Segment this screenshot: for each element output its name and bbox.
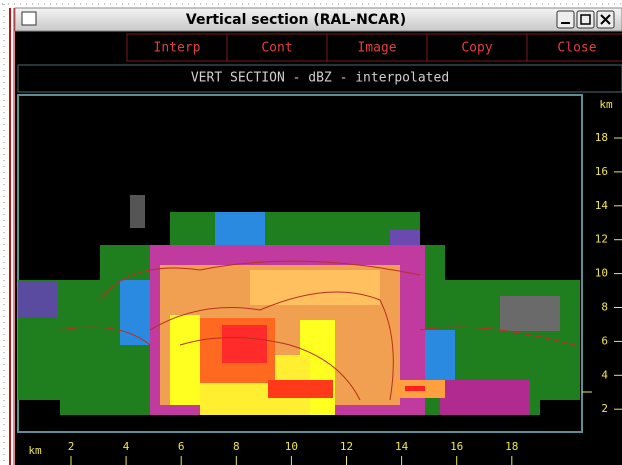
button-label[interactable]: Interp: [154, 41, 201, 56]
button-label[interactable]: Close: [557, 41, 596, 56]
toolbar-button[interactable]: [226, 33, 328, 62]
window-controls: [556, 10, 615, 29]
y-tick-label: 2: [601, 402, 608, 415]
echo: [268, 380, 333, 398]
echo: [170, 315, 200, 405]
echo: [215, 212, 265, 247]
window-title: Vertical section (RAL-NCAR): [186, 12, 406, 28]
close-icon: [600, 14, 611, 25]
title-bar: [14, 7, 622, 32]
x-tick-label: 18: [505, 440, 518, 453]
y-tick-label: 4: [601, 368, 608, 381]
toolbar-button[interactable]: [326, 33, 428, 62]
contour-line: [59, 260, 576, 401]
x-tick-label: 16: [450, 440, 463, 453]
button-label[interactable]: Image: [357, 41, 396, 56]
toolbar-button[interactable]: [426, 33, 528, 62]
echo: [250, 270, 380, 305]
x-axis: km 2 4 6 8 10 12 14 16 18: [28, 440, 518, 465]
y-tick-label: 6: [601, 334, 608, 347]
echo: [500, 296, 560, 331]
y-tick-label: 10: [595, 267, 608, 280]
y-tick-label: 12: [595, 233, 608, 246]
x-axis-unit: km: [28, 444, 42, 457]
x-tick-label: 12: [340, 440, 353, 453]
maximize-icon: [580, 14, 591, 25]
echo: [18, 282, 58, 317]
header-title: VERT SECTION - dBZ - interpolated: [191, 71, 449, 86]
echo: [222, 325, 267, 363]
y-tick-label: 18: [595, 131, 608, 144]
x-tick-label: 14: [395, 440, 409, 453]
window-menu-icon[interactable]: [21, 11, 37, 26]
y-tick-label: 16: [595, 165, 608, 178]
echo: [405, 386, 425, 391]
echo: [440, 380, 530, 415]
toolbar-button[interactable]: [126, 33, 228, 62]
maximize-button[interactable]: [576, 10, 595, 29]
y-tick-label: 14: [595, 199, 609, 212]
echo: [130, 195, 145, 228]
toolbar-button[interactable]: [526, 33, 622, 62]
button-label[interactable]: Copy: [461, 41, 492, 56]
y-axis-unit: km: [599, 98, 613, 111]
x-tick-label: 4: [123, 440, 130, 453]
toolbar: Interp Cont Image Copy Close: [18, 33, 622, 62]
radar-image: [18, 195, 580, 415]
x-tick-label: 6: [178, 440, 185, 453]
button-label[interactable]: Cont: [261, 41, 292, 56]
x-tick-label: 2: [68, 440, 75, 453]
x-tick-label: 10: [285, 440, 298, 453]
header-bar: [17, 64, 622, 93]
y-tick-label: 8: [601, 301, 608, 314]
x-tick-label: 8: [233, 440, 240, 453]
minimize-button[interactable]: [556, 10, 575, 29]
y-axis: km 18 16 14 12 10 8 6 4 2: [595, 98, 622, 415]
